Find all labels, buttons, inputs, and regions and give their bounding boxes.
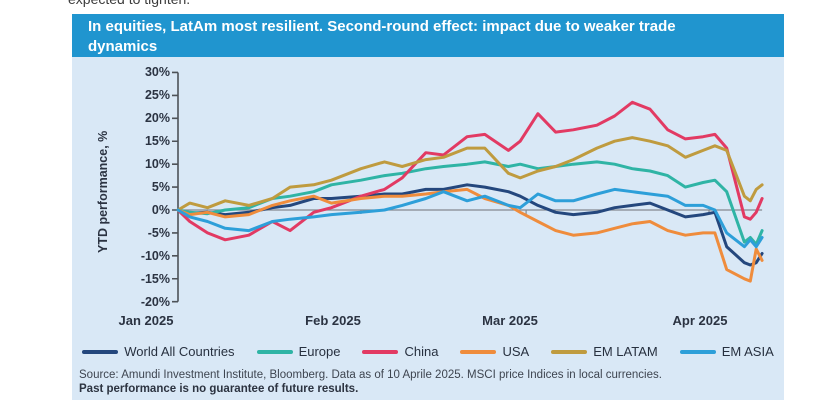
legend-swatch-world-all-countries <box>82 349 119 354</box>
y-tick-30%: 30% <box>144 65 170 80</box>
legend-item-china: China <box>362 344 438 359</box>
legend-swatch-usa <box>460 349 497 354</box>
legend-label-china: China <box>404 344 439 359</box>
disclaimer-text: Past performance is no guarantee of futu… <box>79 383 359 395</box>
y-tick-20%: 20% <box>144 111 170 126</box>
legend-swatch-em-asia <box>679 349 716 354</box>
y-axis-title: YTD performance, % <box>96 130 110 253</box>
y-axis <box>172 71 179 303</box>
legend-item-em-latam: EM LATAM <box>551 344 658 359</box>
y-tick--20%: -20% <box>140 294 170 309</box>
series-line-em-latam <box>176 136 764 212</box>
legend-item-europe: Europe <box>256 344 341 359</box>
chart-svg <box>172 71 764 303</box>
y-tick--5%: -5% <box>147 225 170 240</box>
legend-item-usa: USA <box>460 344 529 359</box>
clipped-paragraph-fragment: expected to tighten. <box>68 0 190 7</box>
series-line-china <box>176 100 764 242</box>
x-tick-jan: Jan 2025 <box>118 313 174 328</box>
series-line-europe <box>176 160 764 246</box>
legend-item-em-asia: EM ASIA <box>679 344 774 359</box>
y-tick-15%: 15% <box>144 134 170 149</box>
y-tick-10%: 10% <box>144 157 170 172</box>
legend-swatch-em-latam <box>551 349 588 354</box>
y-tick--10%: -10% <box>140 248 170 263</box>
chart-title-bar: In equities, LatAm most resilient. Secon… <box>72 14 784 57</box>
chart-panel: YTD performance, % 30% 25% 20% 15% 10% 5% 0% -5… <box>72 57 784 400</box>
x-tick-mar: Mar 2025 <box>482 313 538 328</box>
legend-swatch-china <box>362 349 399 354</box>
source-text: Source: Amundi Investment Institute, Blo… <box>79 369 662 381</box>
series-line-usa <box>176 187 764 283</box>
x-tick-apr: Apr 2025 <box>672 313 728 328</box>
legend-label-usa: USA <box>502 344 530 359</box>
x-tick-feb: Feb 2025 <box>305 313 361 328</box>
chart-title: In equities, LatAm most resilient. Secon… <box>88 18 676 55</box>
series-line-world-all-countries <box>176 183 764 267</box>
legend-label-europe: Europe <box>298 344 341 359</box>
legend-item-world-all-countries: World All Countries <box>82 344 235 359</box>
legend-label-em-asia: EM ASIA <box>721 344 774 359</box>
chart-legend: World All Countries Europe China USA EM LATA… <box>72 344 784 359</box>
y-tick-25%: 25% <box>144 88 170 103</box>
series-line-em-asia <box>176 187 764 249</box>
y-tick-5%: 5% <box>151 180 170 195</box>
legend-label-world-all-countries: World All Countries <box>124 344 235 359</box>
legend-swatch-europe <box>256 349 293 354</box>
legend-label-em-latam: EM LATAM <box>593 344 658 359</box>
y-tick--15%: -15% <box>140 271 170 286</box>
y-tick-0%: 0% <box>151 203 170 217</box>
